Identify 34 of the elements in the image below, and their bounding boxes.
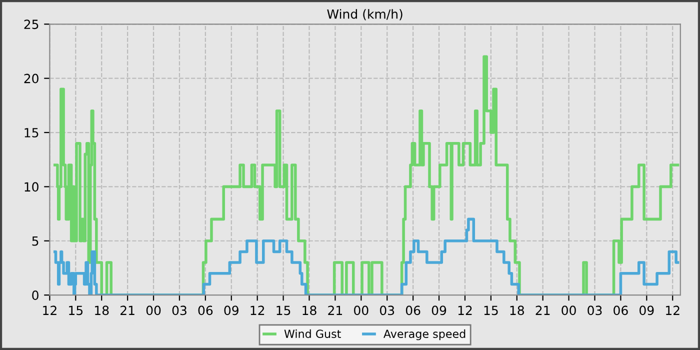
x-tick-label: 15: [484, 306, 498, 316]
y-tick-label: 10: [24, 182, 38, 192]
x-tick-label: 12: [43, 306, 56, 315]
x-tick-label: 15: [276, 306, 290, 316]
x-tick-label: 12: [250, 306, 264, 315]
x-tick-label: 00: [146, 306, 161, 316]
x-tick-label: 21: [536, 306, 550, 315]
x-tick-label: 00: [354, 306, 368, 316]
x-tick-label: 03: [588, 306, 602, 316]
x-tick-label: 06: [198, 306, 213, 316]
y-tick-label: 15: [24, 128, 38, 138]
x-tick-label: 09: [640, 306, 654, 316]
y-tick-label: 25: [24, 20, 38, 30]
y-tick-label: 20: [24, 74, 38, 84]
x-tick-label: 00: [562, 306, 576, 316]
legend-label: Wind Gust: [284, 329, 341, 338]
legend-label: Average speed: [384, 329, 466, 340]
x-tick-label: 18: [510, 306, 524, 316]
x-tick-label: 09: [432, 306, 446, 316]
x-tick-label: 12: [666, 306, 680, 315]
x-tick-label: 21: [120, 306, 134, 315]
x-tick-label: 18: [95, 306, 109, 316]
x-tick-label: 09: [224, 306, 238, 316]
x-tick-label: 06: [406, 306, 420, 316]
y-tick-label: 5: [32, 236, 38, 246]
x-tick-label: 21: [328, 306, 342, 315]
x-tick-label: 03: [380, 306, 394, 316]
y-tick-label: 0: [32, 290, 38, 300]
x-tick-label: 18: [302, 306, 316, 316]
x-tick-label: 12: [458, 306, 472, 315]
chart-title: Wind (km/h): [327, 9, 402, 20]
x-tick-label: 06: [614, 306, 628, 316]
x-tick-label: 03: [172, 306, 186, 316]
x-tick-label: 15: [69, 306, 83, 316]
